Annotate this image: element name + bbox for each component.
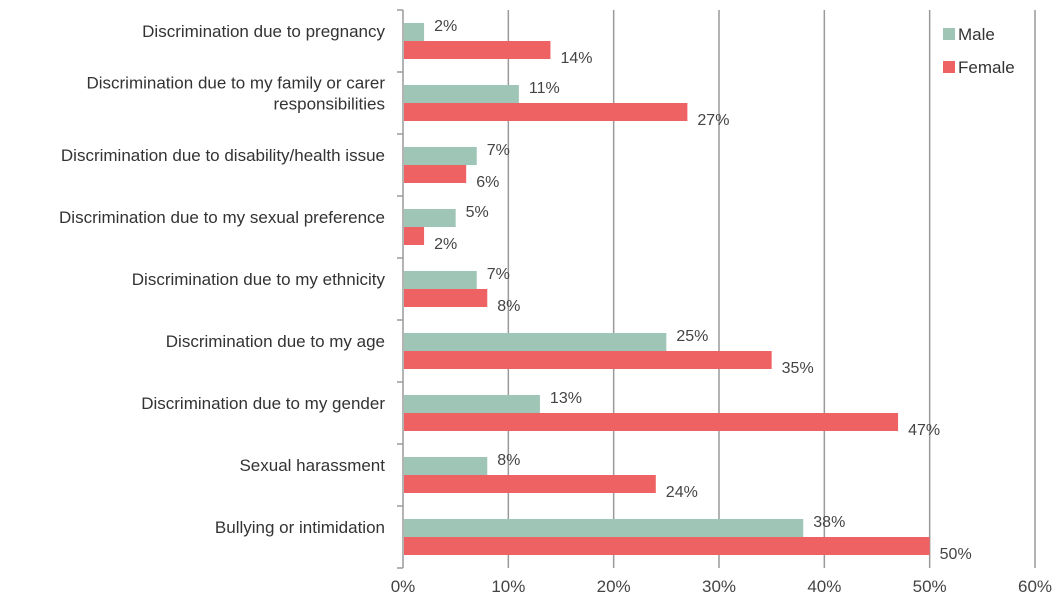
bars	[404, 23, 930, 555]
data-label-male: 7%	[487, 266, 510, 283]
bar-female	[404, 227, 425, 245]
bar-female	[404, 537, 930, 555]
category-label: Discrimination due to disability/health …	[61, 146, 385, 165]
data-label-male: 38%	[813, 514, 845, 531]
data-label-male: 13%	[550, 390, 582, 407]
bar-male	[404, 23, 425, 41]
bar-male	[404, 519, 804, 537]
bar-female	[404, 413, 899, 431]
data-labels: 2% 14%11% 27% 7% 6% 5% 2% 7% 8% 25% 35% 13% 47% 8% 24%…	[434, 18, 972, 563]
x-tick-label: 50%	[913, 577, 947, 596]
x-tick-label: 30%	[702, 577, 736, 596]
x-tick-label: 20%	[597, 577, 631, 596]
data-label-male: 11%	[529, 80, 560, 97]
category-labels: Discrimination due to pregnancy Discrimin…	[59, 22, 385, 537]
x-tick-label: 0%	[391, 577, 416, 596]
bar-male	[404, 85, 519, 103]
bar-male	[404, 333, 667, 351]
category-label: Discrimination due to my gender	[141, 394, 385, 413]
data-label-male: 25%	[676, 328, 708, 345]
legend-label-male: Male	[958, 25, 995, 44]
bar-male	[404, 395, 540, 413]
legend-label-female: Female	[958, 58, 1015, 77]
data-label-female: 2%	[434, 236, 457, 253]
data-label-female: 27%	[697, 112, 729, 129]
legend-swatch-female	[943, 61, 955, 73]
bar-female	[404, 103, 688, 121]
bar-male	[404, 457, 488, 475]
data-label-male: 2%	[434, 18, 457, 35]
category-label: Discrimination due to my family or carer…	[86, 74, 385, 114]
bar-female	[404, 41, 551, 59]
legend-swatch-male	[943, 28, 955, 40]
data-label-female: 50%	[940, 546, 972, 563]
data-label-female: 35%	[782, 360, 814, 377]
data-label-female: 24%	[666, 484, 698, 501]
x-tick-label: 40%	[807, 577, 841, 596]
bar-female	[404, 351, 772, 369]
data-label-male: 5%	[466, 204, 489, 221]
bar-female	[404, 289, 488, 307]
bar-female	[404, 475, 656, 493]
bar-female	[404, 165, 467, 183]
category-label: Discrimination due to my ethnicity	[132, 270, 386, 289]
data-label-female: 47%	[908, 422, 940, 439]
data-label-male: 7%	[487, 142, 510, 159]
category-label: Bullying or intimidation	[215, 518, 385, 537]
data-label-female: 14%	[560, 50, 592, 67]
data-label-female: 8%	[497, 298, 520, 315]
category-label: Sexual harassment	[239, 456, 385, 475]
bar-male	[404, 147, 477, 165]
category-label: Discrimination due to pregnancy	[142, 22, 385, 41]
axis	[397, 9, 404, 569]
category-label: Discrimination due to my sexual preferen…	[59, 208, 385, 227]
data-label-male: 8%	[497, 452, 520, 469]
x-tick-label: 10%	[491, 577, 525, 596]
data-label-female: 6%	[476, 174, 499, 191]
legend: Male Female	[943, 25, 1015, 77]
bar-male	[404, 209, 456, 227]
x-tick-label: 60%	[1018, 577, 1052, 596]
x-tick-labels: 0% 10% 20% 30% 40% 50% 60%	[391, 577, 1052, 596]
category-label: Discrimination due to my age	[166, 332, 385, 351]
bar-male	[404, 271, 477, 289]
